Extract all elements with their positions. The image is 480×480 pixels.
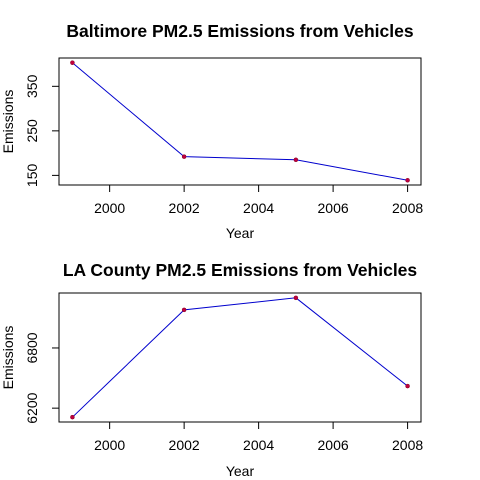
data-point bbox=[293, 295, 299, 301]
x-tick-label: 2006 bbox=[318, 200, 349, 216]
y-tick-label: 6200 bbox=[24, 392, 40, 423]
data-point bbox=[405, 383, 410, 389]
y-tick-label: 250 bbox=[24, 119, 40, 143]
data-point bbox=[70, 60, 75, 65]
x-tick-label: 2002 bbox=[169, 200, 200, 216]
data-point bbox=[181, 307, 187, 313]
y-tick-label: 6800 bbox=[24, 332, 40, 363]
x-tick-label: 2004 bbox=[243, 200, 274, 216]
series-line bbox=[72, 297, 408, 418]
plot-frame bbox=[58, 292, 422, 423]
data-point bbox=[181, 154, 187, 159]
data-point bbox=[70, 414, 75, 420]
chart-title: LA County PM2.5 Emissions from Vehicles bbox=[63, 260, 418, 280]
x-tick-label: 2000 bbox=[94, 437, 125, 453]
x-tick-label: 2002 bbox=[169, 437, 200, 453]
x-tick-label: 2000 bbox=[94, 200, 125, 216]
x-tick-label: 2008 bbox=[392, 437, 423, 453]
x-tick-label: 2006 bbox=[318, 437, 349, 453]
data-point bbox=[405, 178, 410, 183]
x-tick-label: 2008 bbox=[392, 200, 423, 216]
y-tick-label: 350 bbox=[24, 74, 40, 98]
series-line bbox=[72, 62, 408, 181]
x-tick-label: 2004 bbox=[243, 437, 274, 453]
plot-frame bbox=[58, 57, 422, 186]
chart-title: Baltimore PM2.5 Emissions from Vehicles bbox=[66, 21, 413, 41]
y-axis-label: Emissions bbox=[0, 326, 16, 390]
x-axis-label: Year bbox=[226, 463, 255, 479]
chart-baltimore: Baltimore PM2.5 Emissions from Vehicles 2… bbox=[0, 21, 423, 241]
x-axis-label: Year bbox=[226, 225, 255, 241]
y-tick-label: 150 bbox=[24, 163, 40, 187]
chart-la-county: LA County PM2.5 Emissions from Vehicles 2… bbox=[0, 260, 423, 479]
data-point bbox=[293, 157, 299, 163]
y-axis-label: Emissions bbox=[0, 90, 16, 154]
